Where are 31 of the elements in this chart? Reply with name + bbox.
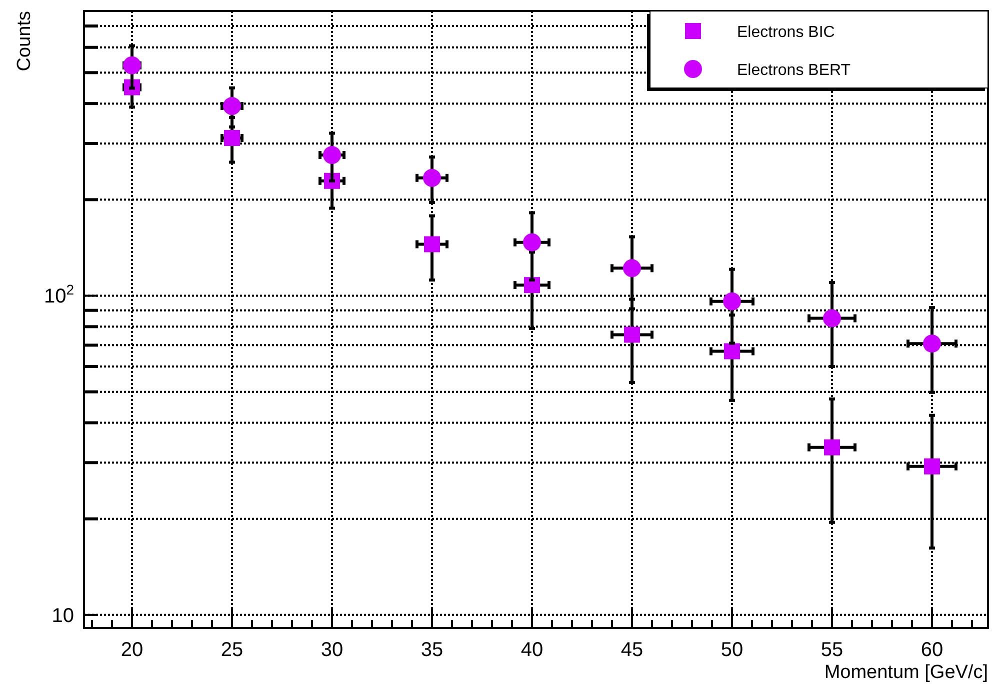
x-tick-label: 60 xyxy=(920,639,944,661)
point xyxy=(924,458,940,474)
point xyxy=(423,168,441,187)
x-tick-label: 30 xyxy=(320,639,344,661)
legend-label: Electrons BIC xyxy=(737,24,835,41)
x-axis-title: Momentum [GeV/c] xyxy=(824,662,988,683)
point xyxy=(224,130,240,146)
point xyxy=(623,259,641,278)
point xyxy=(723,292,741,310)
point xyxy=(523,233,541,252)
point xyxy=(923,334,941,353)
point xyxy=(123,56,141,74)
x-tick-label: 35 xyxy=(420,639,444,661)
x-tick-label: 25 xyxy=(220,639,244,661)
legend-label: Electrons BERT xyxy=(737,62,851,79)
point xyxy=(424,236,440,252)
x-tick-label: 20 xyxy=(120,639,144,661)
y-tick-label: 10 xyxy=(52,604,74,627)
x-tick-label: 50 xyxy=(720,639,744,661)
x-tick-label: 40 xyxy=(520,639,544,661)
y-tick-label: 10$^{2}$ xyxy=(44,282,74,308)
point xyxy=(524,277,540,294)
point xyxy=(823,309,841,328)
point xyxy=(824,439,840,456)
point xyxy=(323,146,341,164)
x-tick-label: 55 xyxy=(820,639,844,661)
point xyxy=(724,343,740,360)
y-axis-title: Counts xyxy=(14,11,35,72)
point xyxy=(624,326,640,343)
point xyxy=(223,97,241,116)
x-tick-label: 45 xyxy=(620,639,644,661)
